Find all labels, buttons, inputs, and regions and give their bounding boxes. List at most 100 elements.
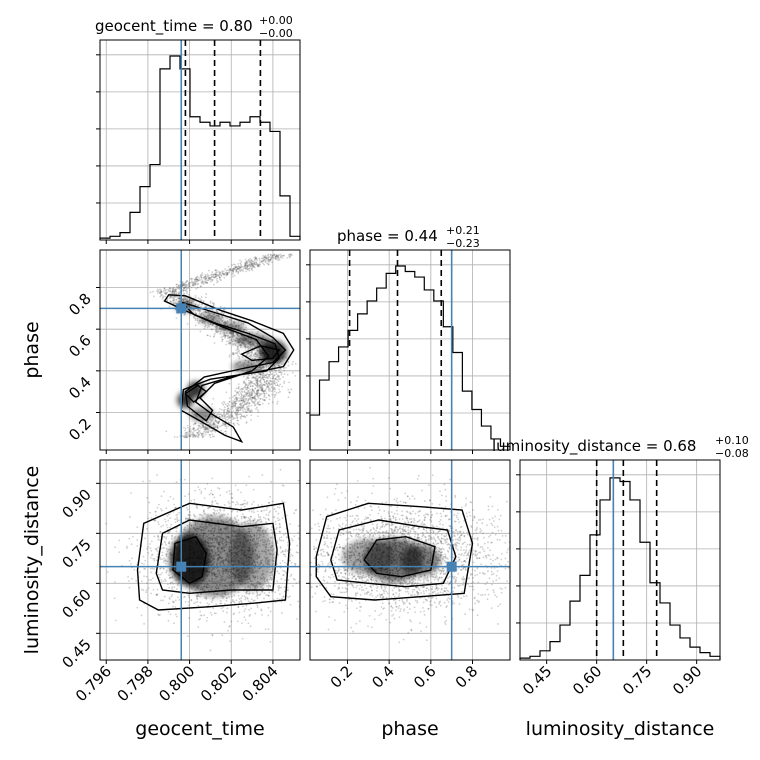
sample-point	[188, 596, 190, 598]
sample-point	[263, 392, 265, 394]
sample-point	[301, 548, 303, 550]
sample-point	[223, 621, 225, 623]
sample-point	[256, 263, 258, 265]
sample-point	[194, 436, 196, 438]
sample-point	[239, 352, 241, 354]
sample-point	[130, 563, 132, 565]
sample-point	[228, 416, 230, 418]
sample-point	[187, 286, 189, 288]
sample-point	[207, 326, 209, 328]
sample-point	[168, 542, 170, 544]
sample-point	[234, 418, 236, 420]
sample-point	[157, 292, 159, 294]
sample-point	[255, 261, 257, 263]
sample-point	[275, 394, 277, 396]
sample-point	[277, 513, 279, 515]
sample-point	[282, 570, 284, 572]
sample-point	[307, 596, 309, 598]
sample-point	[157, 539, 159, 541]
sample-point	[159, 539, 161, 541]
sample-point	[178, 599, 180, 601]
sample-point	[159, 288, 161, 290]
sample-point	[266, 263, 268, 265]
sample-point	[129, 560, 131, 562]
sample-point	[234, 398, 236, 400]
sample-point	[228, 410, 230, 412]
sample-point	[187, 514, 189, 516]
sample-point	[176, 517, 178, 519]
sample-point	[162, 295, 164, 297]
sample-point	[185, 428, 187, 430]
sample-point	[215, 276, 217, 278]
sample-point	[261, 378, 263, 380]
sample-point	[259, 265, 261, 267]
sample-point	[222, 339, 224, 341]
sample-point	[216, 502, 218, 504]
sample-point	[279, 531, 281, 533]
sample-point	[276, 376, 278, 378]
sample-point	[169, 549, 171, 551]
sample-point	[256, 350, 258, 352]
sample-point	[158, 574, 160, 576]
sample-point	[166, 570, 168, 572]
sample-point	[165, 538, 167, 540]
sample-point	[152, 291, 154, 293]
sample-point	[244, 329, 246, 331]
sample-point	[157, 613, 159, 615]
sample-point	[201, 433, 203, 435]
sample-point	[276, 580, 278, 582]
sample-point	[198, 434, 200, 436]
sample-point	[197, 428, 199, 430]
sample-point	[216, 331, 218, 333]
sample-point	[276, 373, 278, 375]
sample-point	[227, 403, 229, 405]
sample-point	[269, 398, 271, 400]
sample-point	[259, 259, 261, 261]
sample-point	[209, 434, 211, 436]
sample-point	[190, 514, 192, 516]
sample-point	[164, 579, 166, 581]
sample-point	[289, 254, 291, 256]
sample-point	[238, 519, 240, 521]
sample-point	[200, 614, 202, 616]
sample-point	[253, 600, 255, 602]
sample-point	[262, 255, 264, 257]
sample-point	[170, 596, 172, 598]
sample-point	[195, 325, 197, 327]
sample-point	[254, 373, 256, 375]
sample-point	[244, 506, 246, 508]
sample-point	[276, 255, 278, 257]
sample-point	[304, 575, 306, 577]
sample-point	[271, 261, 273, 263]
sample-point	[153, 296, 155, 298]
sample-point	[254, 405, 256, 407]
sample-point	[174, 518, 176, 520]
sample-point	[160, 294, 162, 296]
sample-point	[172, 289, 174, 291]
sample-point	[229, 336, 231, 338]
sample-point	[193, 427, 195, 429]
panel-hist-luminosity-distance: 0.45 0.60 0.75 0.90	[516, 460, 720, 698]
sample-point	[273, 257, 275, 259]
sample-point	[267, 615, 269, 617]
sample-point	[268, 607, 270, 609]
sample-point	[239, 390, 241, 392]
sample-point	[238, 601, 240, 603]
sample-point	[262, 403, 264, 405]
sample-point	[249, 260, 251, 262]
sample-point	[263, 390, 265, 392]
sample-point	[169, 531, 171, 533]
sample-point	[205, 427, 207, 429]
sample-point	[272, 591, 274, 593]
title-geocent-time-minus: −0.00	[259, 27, 293, 40]
sample-point	[252, 397, 254, 399]
sample-point	[219, 416, 221, 418]
sample-point	[221, 402, 223, 404]
sample-point	[257, 606, 259, 608]
sample-point	[267, 366, 269, 368]
sample-point	[211, 403, 213, 405]
sample-point	[282, 257, 284, 259]
sample-point	[286, 550, 288, 552]
sample-point	[187, 525, 189, 527]
sample-point	[211, 634, 213, 636]
